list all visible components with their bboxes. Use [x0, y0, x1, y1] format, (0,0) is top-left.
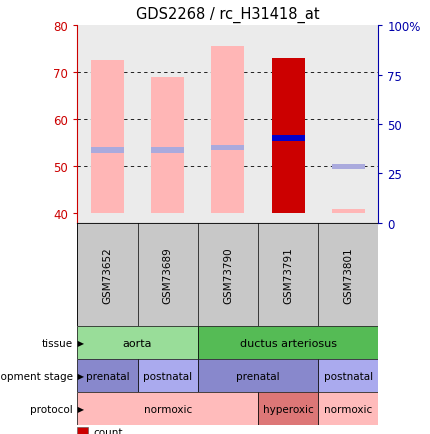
Text: normoxic: normoxic	[144, 404, 192, 414]
Bar	[151, 78, 184, 214]
Bar	[272, 59, 304, 214]
Text: prenatal: prenatal	[236, 371, 280, 381]
Bar	[318, 359, 378, 392]
Bar	[198, 359, 318, 392]
Text: tissue: tissue	[42, 338, 73, 348]
Text: hyperoxic: hyperoxic	[263, 404, 313, 414]
Text: prenatal: prenatal	[86, 371, 129, 381]
Bar	[332, 164, 365, 170]
Bar	[77, 327, 198, 359]
Text: normoxic: normoxic	[324, 404, 372, 414]
Text: ▶: ▶	[75, 404, 84, 413]
Bar	[138, 359, 198, 392]
Bar	[258, 392, 318, 425]
Bar	[212, 47, 244, 214]
Bar	[212, 145, 244, 151]
Title: GDS2268 / rc_H31418_at: GDS2268 / rc_H31418_at	[136, 7, 320, 23]
Bar	[77, 392, 258, 425]
Text: GSM73652: GSM73652	[102, 247, 113, 303]
Text: ▶: ▶	[75, 339, 84, 348]
Text: GSM73689: GSM73689	[163, 247, 173, 303]
Text: postnatal: postnatal	[143, 371, 192, 381]
Bar	[318, 392, 378, 425]
Text: GSM73801: GSM73801	[343, 247, 353, 303]
Text: postnatal: postnatal	[324, 371, 373, 381]
Bar	[151, 148, 184, 153]
Text: count: count	[93, 427, 123, 434]
Bar	[91, 148, 124, 153]
Bar	[272, 136, 304, 141]
Text: GSM73790: GSM73790	[223, 247, 233, 303]
Bar	[77, 359, 138, 392]
Bar	[198, 327, 378, 359]
Text: aorta: aorta	[123, 338, 152, 348]
Text: ductus arteriosus: ductus arteriosus	[240, 338, 337, 348]
Bar	[332, 209, 365, 214]
Text: GSM73791: GSM73791	[283, 247, 293, 303]
Text: ▶: ▶	[75, 372, 84, 381]
Text: protocol: protocol	[31, 404, 73, 414]
Bar	[91, 61, 124, 214]
Text: development stage: development stage	[0, 371, 73, 381]
